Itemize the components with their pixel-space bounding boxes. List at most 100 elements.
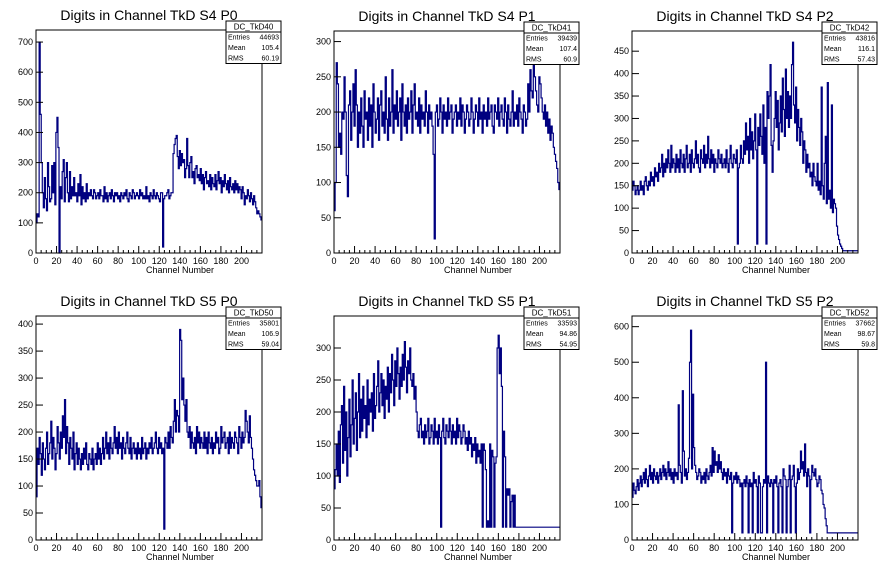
y-tick-label: 350: [18, 346, 33, 356]
x-tick-label: 100: [429, 543, 444, 553]
x-tick-label: 20: [350, 256, 360, 266]
histogram-panel: Digits in Channel TkD S4 P1 0 20 40 60 80 100 1…: [316, 8, 580, 275]
stats-key: Mean: [228, 45, 246, 52]
x-tick-label: 120: [152, 256, 167, 266]
y-tick-label: 300: [614, 113, 629, 123]
histogram-panel: Digits in Channel TkD S4 P2 0 20 40 60 80 100 1…: [614, 8, 878, 275]
chart-title: Digits in Channel TkD S4 P1: [358, 8, 535, 24]
x-tick-label: 200: [234, 543, 249, 553]
x-tick-label: 180: [213, 256, 228, 266]
y-tick-label: 200: [18, 427, 33, 437]
y-tick-label: 0: [624, 535, 629, 545]
x-tick-label: 140: [768, 543, 783, 553]
y-tick-label: 200: [614, 158, 629, 168]
stats-key: RMS: [824, 57, 840, 64]
stats-name: DC_TkD51: [532, 309, 572, 318]
x-tick-label: 160: [789, 543, 804, 553]
histogram-series: [632, 329, 858, 534]
x-axis-label: Channel Number: [742, 552, 810, 562]
stats-key: Mean: [526, 331, 544, 338]
stats-name: DC_TkD50: [234, 309, 274, 318]
chart-title: Digits in Channel TkD S5 P2: [656, 293, 833, 309]
x-tick-label: 160: [491, 256, 506, 266]
stats-key: RMS: [526, 57, 542, 64]
histogram-panel: Digits in Channel TkD S5 P0 0 20 40 60 80 100 1…: [18, 293, 282, 562]
y-tick-label: 600: [18, 67, 33, 77]
x-tick-label: 40: [72, 256, 82, 266]
stats-value: 60.9: [563, 57, 577, 64]
x-tick-label: 0: [331, 543, 336, 553]
stats-value: 59.04: [261, 342, 279, 349]
x-tick-label: 140: [172, 543, 187, 553]
stats-value: 106.9: [261, 331, 279, 338]
stats-name: DC_TkD42: [830, 24, 870, 33]
x-tick-label: 180: [213, 543, 228, 553]
x-tick-label: 120: [450, 543, 465, 553]
y-tick-label: 100: [18, 218, 33, 228]
x-tick-label: 140: [470, 256, 485, 266]
y-tick-label: 300: [316, 343, 331, 353]
stats-key: Mean: [228, 331, 246, 338]
x-tick-label: 0: [629, 543, 634, 553]
chart-title: Digits in Channel TkD S4 P0: [60, 7, 237, 23]
x-tick-label: 60: [93, 256, 103, 266]
y-tick-label: 100: [316, 471, 331, 481]
x-tick-label: 20: [52, 543, 62, 553]
y-tick-label: 250: [316, 72, 331, 82]
histogram-series: [334, 334, 560, 528]
y-tick-label: 150: [18, 454, 33, 464]
stats-name: DC_TkD52: [830, 309, 870, 318]
x-tick-label: 160: [193, 543, 208, 553]
x-tick-label: 80: [411, 256, 421, 266]
x-tick-label: 60: [689, 256, 699, 266]
y-tick-label: 500: [614, 357, 629, 367]
stats-value: 98.67: [857, 331, 875, 338]
stats-key: Mean: [824, 46, 842, 53]
x-tick-label: 180: [809, 256, 824, 266]
stats-value: 60.19: [261, 56, 279, 63]
x-tick-label: 100: [131, 543, 146, 553]
x-tick-label: 80: [411, 543, 421, 553]
y-tick-label: 300: [18, 373, 33, 383]
x-tick-label: 20: [350, 543, 360, 553]
stats-key: Mean: [526, 46, 544, 53]
stats-value: 33593: [558, 321, 578, 328]
stats-value: 54.95: [559, 342, 577, 349]
stats-box: [821, 21, 878, 65]
x-tick-label: 60: [689, 543, 699, 553]
stats-key: Entries: [824, 321, 846, 328]
x-tick-label: 60: [93, 543, 103, 553]
x-tick-label: 20: [648, 543, 658, 553]
y-tick-label: 150: [316, 142, 331, 152]
x-axis-label: Channel Number: [444, 552, 512, 562]
y-tick-label: 200: [316, 407, 331, 417]
chart-title: Digits in Channel TkD S4 P2: [656, 8, 833, 24]
chart-title: Digits in Channel TkD S5 P0: [60, 293, 237, 309]
x-tick-label: 100: [727, 256, 742, 266]
histogram-panel: Digits in Channel TkD S4 P0 0 20 40 60 80 100 1…: [18, 7, 282, 275]
x-tick-label: 160: [789, 256, 804, 266]
x-tick-label: 200: [830, 543, 845, 553]
stats-box: [821, 306, 878, 350]
x-tick-label: 20: [648, 256, 658, 266]
y-tick-label: 0: [326, 248, 331, 258]
histogram-series: [36, 328, 262, 530]
y-tick-label: 200: [18, 188, 33, 198]
x-axis-label: Channel Number: [146, 265, 214, 275]
y-tick-label: 500: [18, 97, 33, 107]
stats-value: 57.43: [857, 57, 875, 64]
stats-key: Mean: [824, 331, 842, 338]
stats-key: Entries: [228, 321, 250, 328]
stats-key: RMS: [824, 342, 840, 349]
stats-box: [523, 306, 580, 350]
histogram-panel: Digits in Channel TkD S5 P2 0 20 40 60 80 100 1…: [614, 293, 878, 562]
y-tick-label: 50: [321, 213, 331, 223]
x-tick-label: 180: [511, 256, 526, 266]
x-tick-label: 140: [768, 256, 783, 266]
chart-title: Digits in Channel TkD S5 P1: [358, 293, 535, 309]
y-tick-label: 400: [18, 127, 33, 137]
x-tick-label: 100: [429, 256, 444, 266]
y-tick-label: 400: [614, 393, 629, 403]
stats-box: [225, 20, 282, 64]
y-tick-label: 50: [23, 508, 33, 518]
